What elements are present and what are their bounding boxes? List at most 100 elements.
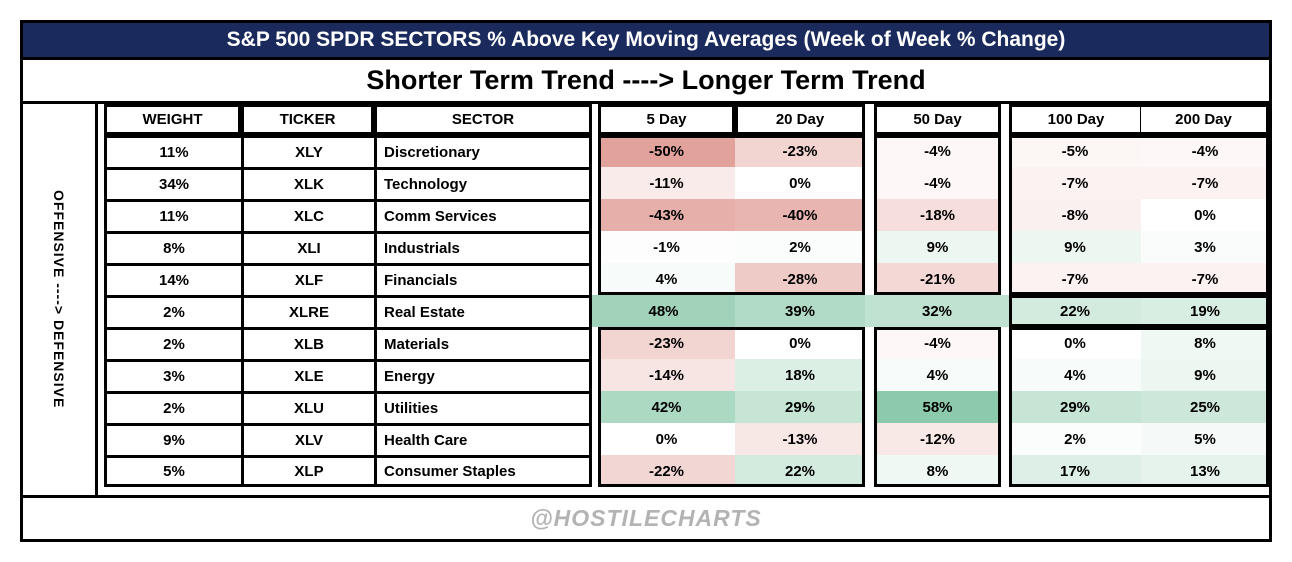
weight-cell: 5% <box>104 455 241 487</box>
heat-cell: -7% <box>1009 263 1141 295</box>
heat-cell: 0% <box>735 327 865 359</box>
heat-cell: -23% <box>598 327 735 359</box>
heat-cell: 4% <box>598 263 735 295</box>
sector-cell: Utilities <box>374 391 592 423</box>
heat-cell: 4% <box>874 359 1001 391</box>
heat-cell: 29% <box>1009 391 1141 423</box>
footer-bar: @HOSTILECHARTS <box>23 495 1269 539</box>
ticker-cell: XLE <box>241 359 374 391</box>
weight-cell: 2% <box>104 295 241 327</box>
sector-cell: Real Estate <box>374 295 592 327</box>
heat-cell: 19% <box>1141 295 1269 327</box>
sector-cell: Energy <box>374 359 592 391</box>
heat-cell: 9% <box>874 231 1001 263</box>
heat-cell: 2% <box>735 231 865 263</box>
heat-cell: 25% <box>1141 391 1269 423</box>
sector-cell: Financials <box>374 263 592 295</box>
sector-cell: Discretionary <box>374 135 592 167</box>
heat-cell: -13% <box>735 423 865 455</box>
weight-cell: 11% <box>104 199 241 231</box>
heat-cell: 32% <box>865 295 1009 327</box>
heat-cell: 9% <box>1009 231 1141 263</box>
weight-cell: 34% <box>104 167 241 199</box>
weight-cell: 11% <box>104 135 241 167</box>
heat-cell: -5% <box>1009 135 1141 167</box>
heat-cell: -7% <box>1141 167 1269 199</box>
chart-title: S&P 500 SPDR SECTORS % Above Key Moving … <box>226 28 1066 51</box>
heat-cell: 58% <box>874 391 1001 423</box>
heat-cell: 0% <box>598 423 735 455</box>
heat-cell: -11% <box>598 167 735 199</box>
sector-cell: Technology <box>374 167 592 199</box>
ticker-cell: XLB <box>241 327 374 359</box>
heat-cell: 48% <box>592 295 735 327</box>
heat-cell: -7% <box>1141 263 1269 295</box>
side-divider-line <box>95 104 98 495</box>
col-header-50-day: 50 Day <box>874 104 1001 135</box>
heat-cell: 18% <box>735 359 865 391</box>
weight-cell: 3% <box>104 359 241 391</box>
sector-heatmap-table: WEIGHT TICKER SECTOR 5 Day 20 Day 50 Day… <box>23 104 1269 487</box>
sector-cell: Materials <box>374 327 592 359</box>
heat-cell: 3% <box>1141 231 1269 263</box>
heat-cell: -14% <box>598 359 735 391</box>
col-header-100-day: 100 Day <box>1009 104 1141 135</box>
heat-cell: -43% <box>598 199 735 231</box>
weight-cell: 8% <box>104 231 241 263</box>
side-axis-label: OFFENSIVE ----> DEFENSIVE <box>51 190 67 409</box>
subtitle-bar: Shorter Term Trend ----> Longer Term Tre… <box>23 60 1269 104</box>
heat-cell: -28% <box>735 263 865 295</box>
ticker-cell: XLRE <box>241 295 374 327</box>
ticker-cell: XLF <box>241 263 374 295</box>
heat-cell: -22% <box>598 455 735 487</box>
ticker-cell: XLP <box>241 455 374 487</box>
ticker-cell: XLC <box>241 199 374 231</box>
ticker-cell: XLI <box>241 231 374 263</box>
heat-cell: 0% <box>1141 199 1269 231</box>
heat-cell: -23% <box>735 135 865 167</box>
heat-cell: 29% <box>735 391 865 423</box>
heat-cell: 4% <box>1009 359 1141 391</box>
heat-cell: 2% <box>1009 423 1141 455</box>
chart-subtitle: Shorter Term Trend ----> Longer Term Tre… <box>366 65 926 95</box>
col-header-weight: WEIGHT <box>104 104 241 135</box>
heat-cell: 13% <box>1141 455 1269 487</box>
heat-cell: -4% <box>1141 135 1269 167</box>
heat-cell: 5% <box>1141 423 1269 455</box>
heat-cell: -4% <box>874 327 1001 359</box>
heat-cell: -1% <box>598 231 735 263</box>
sector-cell: Comm Services <box>374 199 592 231</box>
heat-cell: -4% <box>874 167 1001 199</box>
heat-cell: -8% <box>1009 199 1141 231</box>
ticker-cell: XLK <box>241 167 374 199</box>
col-header-5-day: 5 Day <box>598 104 735 135</box>
heat-cell: 22% <box>735 455 865 487</box>
table-area: OFFENSIVE ----> DEFENSIVE WEIGHT TICKER … <box>23 104 1269 495</box>
weight-cell: 14% <box>104 263 241 295</box>
weight-cell: 9% <box>104 423 241 455</box>
ticker-cell: XLV <box>241 423 374 455</box>
heat-cell: -21% <box>874 263 1001 295</box>
watermark-text: @HOSTILECHARTS <box>530 505 762 531</box>
ticker-cell: XLU <box>241 391 374 423</box>
heat-cell: 0% <box>1009 327 1141 359</box>
sector-cell: Health Care <box>374 423 592 455</box>
col-header-ticker: TICKER <box>241 104 374 135</box>
heat-cell: 42% <box>598 391 735 423</box>
heat-cell: -40% <box>735 199 865 231</box>
sector-cell: Consumer Staples <box>374 455 592 487</box>
col-header-200-day: 200 Day <box>1141 104 1269 135</box>
heat-cell: 8% <box>1141 327 1269 359</box>
title-bar: S&P 500 SPDR SECTORS % Above Key Moving … <box>23 23 1269 60</box>
sector-cell: Industrials <box>374 231 592 263</box>
heat-cell: -50% <box>598 135 735 167</box>
heat-cell: 8% <box>874 455 1001 487</box>
heat-cell: -7% <box>1009 167 1141 199</box>
heat-cell: 22% <box>1009 295 1141 327</box>
weight-cell: 2% <box>104 327 241 359</box>
weight-cell: 2% <box>104 391 241 423</box>
heat-cell: 17% <box>1009 455 1141 487</box>
col-header-sector: SECTOR <box>374 104 592 135</box>
heat-cell: 39% <box>735 295 865 327</box>
ticker-cell: XLY <box>241 135 374 167</box>
